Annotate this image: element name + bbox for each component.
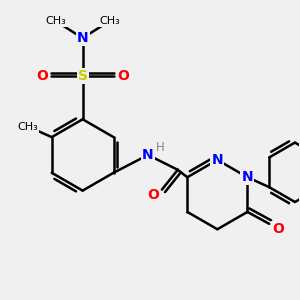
Text: O: O <box>36 69 48 83</box>
Text: S: S <box>78 69 88 83</box>
Text: H: H <box>155 140 164 154</box>
Text: O: O <box>272 222 284 236</box>
Text: N: N <box>77 31 88 45</box>
Text: N: N <box>242 170 253 184</box>
Text: O: O <box>117 69 129 83</box>
Text: O: O <box>147 188 159 202</box>
Text: CH₃: CH₃ <box>46 16 66 26</box>
Text: N: N <box>212 153 223 167</box>
Text: N: N <box>142 148 154 162</box>
Text: CH₃: CH₃ <box>18 122 38 132</box>
Text: CH₃: CH₃ <box>99 16 120 26</box>
